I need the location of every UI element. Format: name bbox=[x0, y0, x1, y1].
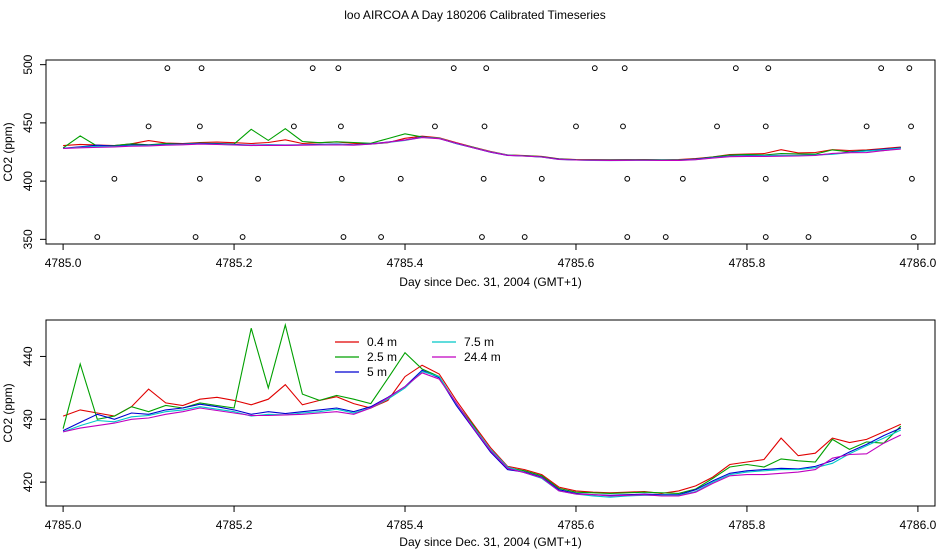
panel2-legend-label: 0.4 m bbox=[367, 335, 397, 349]
panel1-scatter-point bbox=[432, 123, 438, 130]
panel1-scatter-point bbox=[483, 65, 490, 72]
panel1-scatter-point bbox=[111, 175, 118, 182]
panel1-x-tick-label: 4785.4 bbox=[387, 256, 424, 270]
panel2-series-line-7-5-m bbox=[62, 370, 902, 498]
panel1-scatter-point bbox=[573, 123, 579, 130]
panel1-x-tick-label: 4785.8 bbox=[729, 256, 766, 270]
panel2-y-tick-label: 420 bbox=[21, 472, 35, 492]
panel1-scatter-point bbox=[662, 234, 669, 240]
panel2-legend-label: 24.4 m bbox=[464, 350, 501, 364]
panel1-scatter-point bbox=[164, 65, 171, 72]
panel1-scatter-point bbox=[479, 234, 485, 240]
panel2-plot-frame bbox=[45, 319, 936, 507]
panel1-scatter-point bbox=[196, 123, 203, 130]
panel1-scatter-point bbox=[822, 175, 829, 182]
panel2-legend-label: 7.5 m bbox=[464, 335, 494, 349]
panel1-scatter-point bbox=[906, 65, 913, 72]
panel1-scatter-point bbox=[338, 123, 344, 130]
panel2-x-axis-label: Day since Dec. 31, 2004 (GMT+1) bbox=[399, 535, 581, 549]
panel2-legend-label: 5 m bbox=[367, 365, 387, 379]
panel1-scatter-point bbox=[624, 234, 631, 240]
panel1-scatter-point bbox=[378, 234, 384, 240]
panel1-scatter-point bbox=[624, 175, 631, 182]
panel2-legend-label: 2.5 m bbox=[367, 350, 397, 364]
panel1-y-tick-label: 350 bbox=[21, 229, 35, 249]
panel2-x-tick-label: 4785.6 bbox=[558, 518, 595, 532]
panel1-scatter-point bbox=[762, 175, 769, 182]
panel1-plot-frame bbox=[45, 59, 936, 245]
panel2-x-tick-label: 4785.4 bbox=[387, 518, 424, 532]
panel1-scatter-point bbox=[397, 175, 404, 182]
panel1-scatter-point bbox=[805, 234, 812, 240]
panel1-scatter-point bbox=[679, 175, 686, 182]
panel1-scatter-point bbox=[909, 175, 915, 182]
panel1-scatter-point bbox=[521, 234, 528, 240]
panel2-series-line-24-4-m bbox=[62, 372, 902, 497]
panel1-y-tick-label: 400 bbox=[21, 171, 35, 191]
panel1-y-tick-label: 500 bbox=[21, 54, 35, 74]
panel1-scatter-point bbox=[239, 234, 246, 240]
panel1-y-tick-label: 450 bbox=[21, 113, 35, 133]
panel1-scatter-point bbox=[192, 234, 199, 240]
panel1-scatter-point bbox=[290, 123, 297, 130]
panel2-y-tick-label: 440 bbox=[21, 346, 35, 366]
panel1-scatter-point bbox=[762, 234, 769, 240]
panel1-scatter-point bbox=[480, 175, 487, 182]
panel1-x-tick-label: 4786.0 bbox=[900, 256, 937, 270]
panel2-series-line-5-m bbox=[62, 369, 902, 496]
panel1-scatter-point bbox=[94, 234, 101, 240]
panel2-series-line-0-4-m bbox=[62, 364, 902, 494]
panel1-scatter-point bbox=[198, 65, 205, 72]
panel1-scatter-point bbox=[878, 65, 885, 72]
chart-title: loo AIRCOA A Day 180206 Calibrated Times… bbox=[344, 8, 605, 22]
panel1-scatter-point bbox=[481, 123, 488, 130]
panel1-scatter-point bbox=[620, 123, 626, 130]
panel1-scatter-point bbox=[338, 175, 345, 182]
panel1-scatter-point bbox=[762, 123, 769, 130]
panel1-scatter-point bbox=[255, 175, 261, 182]
panel2-y-tick-label: 430 bbox=[21, 409, 35, 429]
panel1-scatter-point bbox=[145, 123, 152, 130]
panel2-x-tick-label: 4786.0 bbox=[900, 518, 937, 532]
panel1-scatter-point bbox=[340, 234, 347, 240]
panel1-scatter-point bbox=[335, 65, 342, 72]
panel1-scatter-point bbox=[621, 65, 628, 72]
panel2-x-tick-label: 4785.2 bbox=[216, 518, 253, 532]
panel1-scatter-point bbox=[910, 234, 917, 240]
panel1-scatter-point bbox=[765, 65, 772, 72]
panel2-y-axis-label: CO2 (ppm) bbox=[1, 383, 15, 442]
panel1-x-tick-label: 4785.6 bbox=[558, 256, 595, 270]
panel2-x-tick-label: 4785.0 bbox=[45, 518, 82, 532]
panel1-x-axis-label: Day since Dec. 31, 2004 (GMT+1) bbox=[399, 275, 581, 289]
panel1-scatter-point bbox=[450, 65, 457, 72]
panel1-scatter-point bbox=[538, 175, 545, 182]
panel1-scatter-point bbox=[714, 123, 720, 130]
panel1-scatter-point bbox=[309, 65, 316, 72]
panel2-x-tick-label: 4785.8 bbox=[729, 518, 766, 532]
panel1-y-axis-label: CO2 (ppm) bbox=[1, 122, 15, 181]
panel1-x-tick-label: 4785.2 bbox=[216, 256, 253, 270]
panel1-x-tick-label: 4785.0 bbox=[45, 256, 82, 270]
panel1-scatter-point bbox=[196, 175, 203, 182]
panel1-scatter-point bbox=[732, 65, 739, 72]
panel1-scatter-point bbox=[908, 123, 914, 130]
panel1-scatter-point bbox=[591, 65, 598, 72]
panel1-scatter-point bbox=[863, 123, 870, 130]
panel1-series-line-24-4-m bbox=[63, 137, 901, 161]
